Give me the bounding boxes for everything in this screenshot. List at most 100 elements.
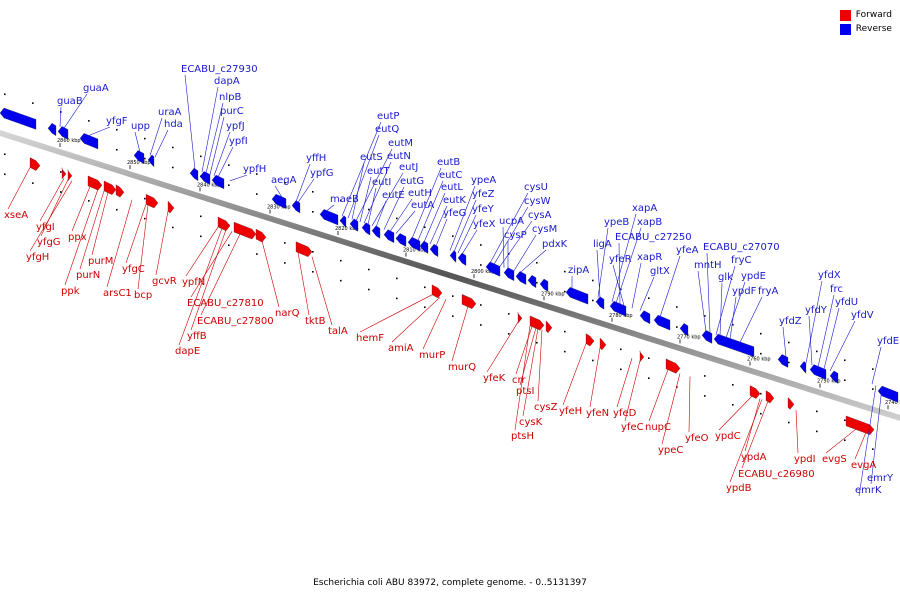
leader-line	[706, 252, 711, 333]
reverse-gene-label-group: yfeY	[457, 204, 495, 254]
reverse-gene-label-group: yfdV	[829, 310, 874, 371]
leader-line	[134, 131, 141, 153]
gene-label: gcvR	[152, 276, 177, 287]
reverse-gene-label-group: yfeZ	[453, 189, 495, 252]
gene-label: purN	[76, 270, 100, 281]
forward-gene-label-group: murP	[419, 299, 447, 361]
leader-line	[201, 86, 219, 173]
forward-gene-label-group: cysK	[519, 328, 543, 428]
reverse-gene-label-group: eutH	[389, 188, 432, 232]
guide-dot	[144, 137, 146, 140]
gene-label: eutP	[377, 111, 399, 122]
guide-dot	[312, 251, 314, 253]
reverse-gene-label-group: eutT	[359, 166, 390, 223]
leader-line	[347, 134, 380, 219]
leader-line	[493, 206, 529, 265]
guide-dot	[844, 439, 846, 442]
reverse-gene-label-group: yfeR	[609, 254, 632, 306]
guide-dot	[4, 93, 6, 96]
tick-label: 2740 kbp	[885, 400, 900, 406]
guide-dot	[676, 306, 678, 308]
guide-dot	[228, 184, 230, 186]
forward-gene-label-group: ppk	[61, 188, 99, 297]
reverse-gene-arrow	[271, 193, 287, 209]
gene-label: ypfJ	[226, 121, 245, 132]
leader-line	[519, 249, 547, 273]
gene-label: xapR	[637, 252, 662, 263]
tick-label: 2810 kbp	[403, 248, 427, 254]
gene-label: yfgG	[37, 237, 61, 248]
forward-gene-label-group: narQ	[261, 240, 300, 319]
reverse-gene-label-group: ECABU_c27250	[615, 232, 692, 305]
reverse-gene-label-group: ucpA	[499, 216, 524, 268]
forward-gene-label-group: evgA	[851, 432, 876, 471]
leader-line	[64, 188, 99, 286]
leader-line	[461, 229, 478, 255]
reverse-gene-label-group: eutN	[363, 151, 411, 224]
reverse-gene-arrow	[361, 222, 371, 236]
forward-gene-arrow	[461, 294, 477, 309]
gene-label: yfeC	[621, 422, 644, 433]
legend: Forward Reverse	[839, 8, 892, 36]
guide-dot	[788, 421, 790, 424]
gene-label: gltX	[650, 266, 670, 277]
guide-dot	[424, 226, 426, 229]
legend-forward-label: Forward	[855, 10, 892, 20]
guide-dot	[452, 235, 454, 237]
gene-label: evgS	[822, 454, 847, 465]
guide-dot	[704, 375, 706, 377]
guide-dot	[256, 173, 258, 175]
reverse-gene-arrow	[147, 154, 155, 168]
forward-gene-arrow	[845, 415, 875, 435]
guide-dot	[872, 388, 874, 390]
reverse-gene-label-group: eutJ	[371, 162, 418, 226]
gene-label: ptsH	[511, 431, 534, 442]
gene-label: ypfN	[182, 277, 205, 288]
reverse-gene-arrow	[457, 252, 467, 266]
leader-line	[624, 360, 641, 422]
reverse-gene-label-group: maeB	[325, 194, 359, 212]
gene-label: amiA	[388, 343, 414, 354]
gene-label: yfeY	[472, 204, 495, 215]
reverse-gene-label-group: pdxK	[519, 239, 568, 273]
forward-gene-label-group: yffB	[187, 229, 227, 342]
gene-label: uraA	[158, 107, 182, 118]
leader-line	[359, 294, 433, 333]
reverse-gene-label-group: eutA	[395, 200, 434, 234]
reverse-gene-label-group: eutP	[341, 111, 399, 217]
reverse-gene-label-group: yfeX	[461, 219, 496, 255]
gene-label: yfgH	[26, 252, 49, 263]
guide-dot	[200, 215, 202, 218]
guide-dot	[312, 271, 314, 273]
reverse-gene-arrow	[199, 171, 211, 185]
leader-line	[514, 325, 531, 431]
reverse-gene-label-group: eutS	[351, 152, 383, 220]
gene-label: eutG	[400, 176, 424, 187]
gene-label: purM	[88, 256, 113, 267]
reverse-gene-label-group: eutB	[411, 157, 460, 239]
guide-dot	[172, 226, 174, 229]
leader-line	[596, 249, 601, 299]
guide-dot	[368, 288, 370, 291]
leader-line	[190, 231, 233, 298]
reverse-gene-label-group: ligA	[593, 239, 612, 299]
forward-gene-label-group: ppx	[68, 186, 91, 243]
reverse-gene-label-group: yfdY	[805, 305, 828, 366]
reverse-gene-arrow	[777, 354, 789, 368]
leader-line	[522, 328, 539, 417]
leader-line	[40, 179, 69, 237]
gene-label: pdxK	[542, 239, 568, 250]
leader-line	[229, 174, 248, 182]
gene-label: yfgC	[122, 264, 145, 275]
guide-dot	[312, 191, 314, 193]
leader-line	[274, 185, 283, 198]
leader-line	[137, 204, 149, 290]
tick-label: 2800 kbp	[471, 269, 495, 275]
gene-label: ECABU_c27930	[181, 64, 258, 75]
reverse-gene-arrow	[565, 287, 589, 305]
reverse-gene-arrow	[349, 218, 359, 232]
reverse-gene-arrow	[57, 126, 69, 140]
reverse-gene-label-group: glk	[718, 272, 733, 337]
guide-dot	[676, 326, 678, 328]
guide-dot	[508, 333, 510, 335]
